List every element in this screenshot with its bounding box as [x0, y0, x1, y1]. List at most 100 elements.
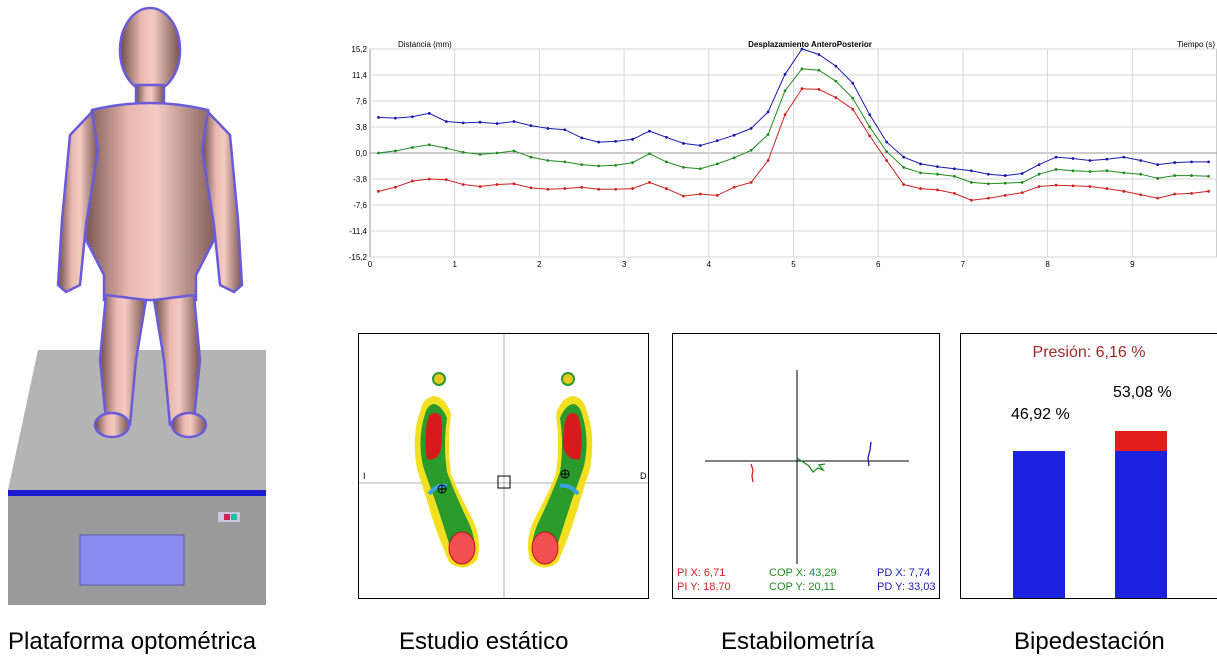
series-point: [614, 163, 618, 167]
series-point: [1037, 172, 1041, 176]
series-point: [749, 126, 753, 130]
series-point: [1020, 172, 1024, 175]
caption-platform: Plataforma optométrica: [8, 628, 257, 655]
left-footprint: [414, 372, 479, 568]
series-point: [512, 182, 516, 186]
x-tick-label: 4: [707, 260, 712, 269]
series-point: [919, 187, 922, 190]
series-point: [885, 159, 889, 162]
series-point: [868, 125, 872, 129]
series-point: [377, 189, 380, 193]
right-percent-label: 53,08 %: [1113, 384, 1172, 401]
series-point: [800, 87, 804, 91]
series-point: [851, 96, 855, 100]
series-point: [614, 187, 618, 191]
series-point: [394, 116, 397, 120]
series-point: [681, 194, 685, 198]
series-point: [597, 164, 601, 168]
series-point: [377, 151, 380, 155]
series-point: [1122, 155, 1126, 159]
caption-stabilometry: Estabilometría: [721, 628, 875, 655]
series-point: [698, 167, 702, 171]
series-point: [902, 165, 906, 169]
left-percent-label: 46,92 %: [1011, 406, 1070, 423]
series-point: [1207, 174, 1210, 178]
left-side-marker: I: [363, 471, 366, 481]
series-point: [1122, 189, 1126, 193]
series-point: [648, 181, 651, 184]
series-point: [394, 185, 397, 189]
series-point: [1088, 170, 1092, 173]
series-point: [1003, 194, 1007, 197]
series-point: [631, 187, 634, 190]
series-point: [817, 87, 821, 91]
y-tick-label: 15,2: [351, 45, 367, 54]
series-point: [597, 187, 601, 191]
series-point: [851, 81, 855, 85]
series-point: [1020, 181, 1024, 184]
y-tick-label: 3,8: [356, 123, 368, 132]
right-foot-bar: [1115, 431, 1167, 598]
y-tick-label: 7,6: [356, 97, 368, 106]
x-tick-label: 3: [622, 260, 627, 269]
series-point: [986, 172, 990, 176]
series-point: [410, 146, 414, 149]
series-line-1: [378, 68, 1209, 185]
series-point: [919, 162, 922, 166]
caption-bipedestation: Bipedestación: [1014, 628, 1165, 655]
pd-y-readout: PD Y: 33,03: [877, 581, 936, 593]
series-point: [1207, 189, 1210, 193]
series-point: [394, 149, 397, 153]
series-point: [885, 150, 889, 154]
series-point: [563, 187, 567, 190]
series-point: [902, 183, 906, 186]
y-tick-label: -7,6: [353, 201, 367, 210]
right-footprint: [528, 372, 593, 568]
series-point: [427, 143, 431, 147]
pressure-excess-segment: [1115, 431, 1167, 451]
static-study-panel: I D: [358, 333, 649, 599]
series-point: [834, 79, 838, 83]
series-point: [648, 152, 651, 156]
series-point: [1054, 183, 1058, 187]
series-point: [817, 53, 821, 56]
series-point: [732, 156, 736, 160]
series-point: [410, 179, 414, 183]
series-point: [580, 136, 584, 140]
series-point: [512, 149, 516, 153]
series-point: [1054, 168, 1058, 171]
series-point: [969, 169, 973, 173]
series-point: [580, 163, 584, 167]
series-point: [478, 152, 482, 156]
x-tick-label: 1: [452, 260, 457, 269]
x-tick-label: 9: [1130, 260, 1135, 269]
series-point: [834, 64, 838, 68]
series-point: [749, 181, 753, 184]
series-point: [614, 139, 618, 143]
series-point: [1156, 163, 1160, 167]
series-point: [1071, 157, 1075, 160]
series-point: [427, 111, 431, 115]
series-point: [681, 165, 685, 169]
series-point: [732, 133, 736, 137]
pressure-label: Presión: 6,16 %: [1032, 344, 1146, 361]
series-point: [1088, 185, 1092, 188]
platform-illustration: [8, 6, 266, 605]
series-point: [1054, 155, 1058, 159]
series-point: [1173, 174, 1177, 177]
series-point: [800, 67, 804, 71]
series-point: [1037, 185, 1041, 188]
series-point: [969, 198, 973, 202]
series-point: [478, 120, 482, 124]
series-point: [444, 120, 448, 123]
series-point: [529, 155, 533, 159]
series-point: [444, 178, 448, 182]
y-tick-label: -11,4: [349, 227, 367, 236]
series-point: [1156, 176, 1160, 180]
series-point: [597, 140, 601, 144]
series-line-2: [378, 88, 1209, 201]
series-point: [665, 187, 668, 190]
series-point: [495, 122, 499, 125]
series-point: [665, 160, 668, 164]
x-tick-label: 2: [537, 260, 542, 269]
